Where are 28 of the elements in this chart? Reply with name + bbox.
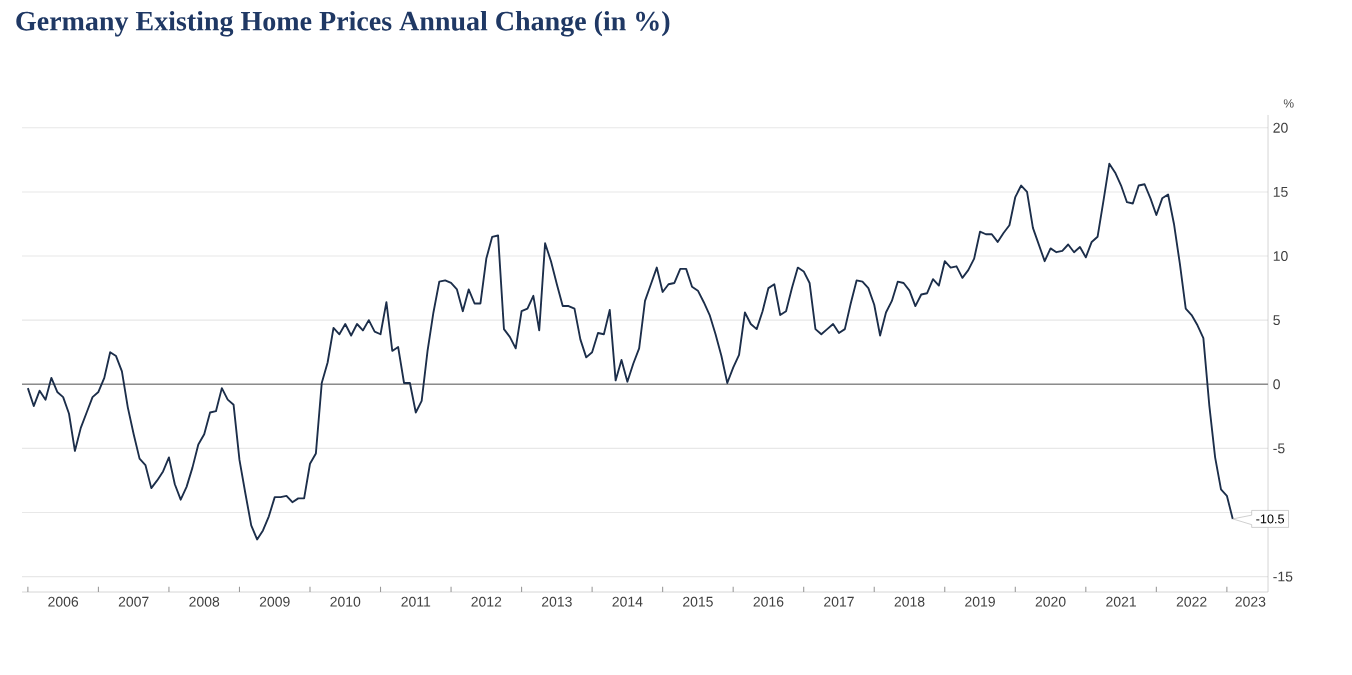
y-tick-label: 15 — [1273, 187, 1288, 197]
y-tick-label: 20 — [1273, 122, 1288, 133]
x-tick-label: 2021 — [1106, 596, 1136, 607]
annotation: -10.5 — [1256, 514, 1285, 524]
x-tick-label: 2010 — [330, 596, 361, 607]
y-tick-label: -15 — [1273, 571, 1293, 582]
x-tick-label: 2009 — [259, 596, 290, 607]
x-tick-label: 2014 — [612, 596, 643, 607]
x-tick-label: 2023 — [1235, 596, 1266, 607]
x-tick-label: 2018 — [894, 596, 925, 607]
x-tick-label: 2022 — [1176, 596, 1207, 607]
x-tick-label: 2007 — [118, 596, 149, 607]
chart-title: Germany Existing Home Prices Annual Change (in %) — [16, 10, 670, 37]
x-tick-label: 2016 — [753, 596, 784, 607]
y-tick-label: -5 — [1273, 443, 1285, 454]
x-tick-label: 2008 — [189, 596, 220, 607]
x-tick-label: 2012 — [471, 596, 502, 607]
x-tick-label: 2019 — [965, 596, 995, 607]
y-tick-label: 5 — [1273, 315, 1280, 326]
y-axis-title: % — [1283, 99, 1294, 108]
x-tick-label: 2006 — [48, 596, 79, 607]
x-tick-label: 2015 — [683, 596, 713, 607]
x-tick-label: 2017 — [824, 596, 854, 607]
x-tick-label: 2011 — [401, 596, 431, 607]
x-tick-label: 2020 — [1035, 596, 1066, 607]
y-tick-label: 0 — [1273, 379, 1280, 390]
x-tick-label: 2013 — [541, 596, 572, 607]
y-tick-label: 10 — [1273, 251, 1288, 262]
